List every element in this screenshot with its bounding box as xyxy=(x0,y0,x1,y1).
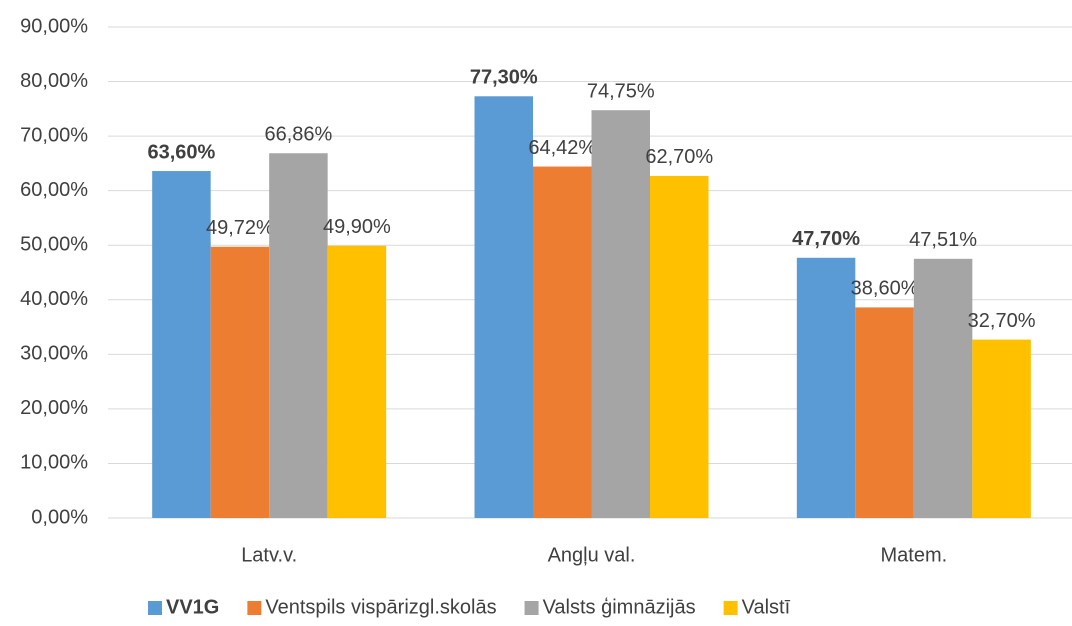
legend-label: Valsts ģimnāzijās xyxy=(543,596,696,618)
y-tick-label: 90,00% xyxy=(20,15,88,37)
bar xyxy=(152,171,211,518)
y-tick-label: 50,00% xyxy=(20,234,88,256)
data-label: 62,70% xyxy=(645,146,713,168)
bar xyxy=(972,339,1031,518)
data-label: 77,30% xyxy=(470,67,538,89)
y-tick-label: 0,00% xyxy=(31,506,88,528)
bar xyxy=(855,307,914,518)
legend-swatch xyxy=(723,601,738,615)
bar xyxy=(327,245,387,519)
legend-label: VV1G xyxy=(166,596,219,618)
data-label: 47,70% xyxy=(792,228,860,250)
bar xyxy=(269,153,328,518)
legend-label: Valstī xyxy=(742,596,791,618)
y-tick-label: 30,00% xyxy=(20,343,88,365)
y-tick-label: 60,00% xyxy=(20,179,88,201)
legend-swatch xyxy=(148,601,162,615)
data-label: 66,86% xyxy=(264,124,332,146)
bar xyxy=(474,96,533,518)
y-tick-label: 20,00% xyxy=(20,397,88,419)
data-label: 32,70% xyxy=(968,310,1036,332)
legend-swatch xyxy=(524,601,539,615)
legend-label: Ventspils vispārizgl.skolās xyxy=(265,596,496,618)
y-tick-label: 70,00% xyxy=(20,124,88,146)
bar xyxy=(210,246,270,519)
x-tick-label: Matem. xyxy=(880,544,947,566)
data-label: 63,60% xyxy=(147,141,215,163)
y-tick-label: 10,00% xyxy=(20,452,88,474)
y-tick-label: 40,00% xyxy=(20,288,88,310)
bar xyxy=(796,257,856,518)
bar xyxy=(591,110,650,519)
data-label: 49,90% xyxy=(323,216,391,238)
legend-swatch xyxy=(247,601,262,615)
data-label: 38,60% xyxy=(851,278,919,300)
x-tick-label: Latv.v. xyxy=(241,544,297,566)
bar xyxy=(650,175,709,519)
data-label: 49,72% xyxy=(206,217,274,239)
bar xyxy=(533,166,592,519)
x-tick-label: Angļu val. xyxy=(548,544,636,566)
bar xyxy=(913,258,973,518)
data-label: 47,51% xyxy=(909,229,977,251)
y-tick-label: 80,00% xyxy=(20,70,88,92)
data-label: 74,75% xyxy=(587,80,655,102)
data-label: 64,42% xyxy=(528,137,596,159)
